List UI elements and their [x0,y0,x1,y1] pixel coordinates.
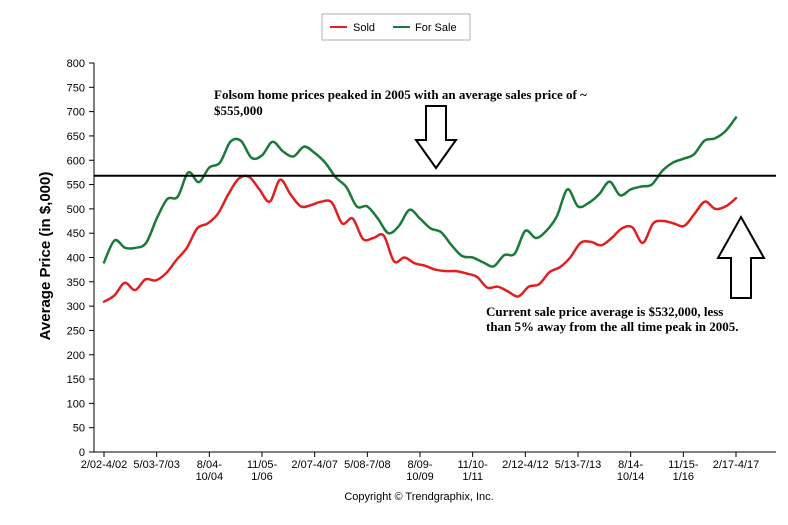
x-tick-label: 5/13-7/13 [555,459,601,471]
legend-label-sold: Sold [353,22,375,34]
legend: Sold For Sale [321,13,471,41]
x-tick-label: 10/14 [617,471,645,483]
x-tick-label: 8/14- [618,459,643,471]
x-tick-label: 11/05- [247,459,278,471]
series-group [102,116,738,303]
x-tick-label: 10/09 [406,471,434,483]
y-tick-label: 50 [73,423,85,435]
y-tick-label: 650 [67,131,85,143]
series-line-sold [102,174,738,303]
annotation-peak-line-2: $555,000 [214,103,263,118]
x-tick-label: 5/03-7/03 [133,459,179,471]
x-tick-label: 11/15- [668,459,699,471]
down-arrow-icon [414,105,458,170]
x-tick-label: 2/17-4/17 [713,459,759,471]
x-tick-label: 2/02-4/02 [81,459,127,471]
y-tick-label: 500 [67,204,85,216]
y-tick-label: 450 [67,228,85,240]
y-tick-label: 550 [67,180,85,192]
x-tick-label: 1/16 [673,471,694,483]
annotation-current-line-1: Current sale price average is $532,000, … [486,304,723,319]
y-tick-label: 150 [67,374,85,386]
y-tick-label: 0 [79,447,85,459]
x-tick-label: 2/12-4/12 [502,459,548,471]
y-tick-label: 200 [67,350,85,362]
up-arrow-icon [716,214,766,299]
y-tick-label: 600 [67,155,85,167]
y-tick-label: 350 [67,277,85,289]
annotation-current-line-2: than 5% away from the all time peak in 2… [486,319,739,334]
x-tick-label: 2/07-4/07 [291,459,337,471]
annotation-peak-line-1: Folsom home prices peaked in 2005 with a… [214,87,587,102]
axes: 0 50 100 150 200 250 300 350 400 450 500 550 600 650 7… [67,58,776,483]
y-tick-label: 300 [67,301,85,313]
series-line-for-sale [102,116,738,268]
y-axis-label: Average Price (in $,000) [37,172,54,341]
y-tick-label: 100 [67,398,85,410]
y-tick-label: 700 [67,107,85,119]
x-tick-label: 1/11 [462,471,483,483]
x-tick-label: 11/10- [457,459,488,471]
x-tick-label: 10/04 [196,471,224,483]
y-tick-label: 750 [67,82,85,94]
x-tick-label: 1/06 [251,471,272,483]
legend-label-for-sale: For Sale [415,22,457,34]
x-tick-label: 8/09- [407,459,432,471]
copyright-footer: Copyright © Trendgraphix, Inc. [344,491,493,503]
x-tick-label: 8/04- [197,459,222,471]
y-tick-label: 250 [67,325,85,337]
y-tick-label: 400 [67,253,85,265]
y-tick-label: 800 [67,58,85,70]
x-tick-label: 5/08-7/08 [344,459,390,471]
